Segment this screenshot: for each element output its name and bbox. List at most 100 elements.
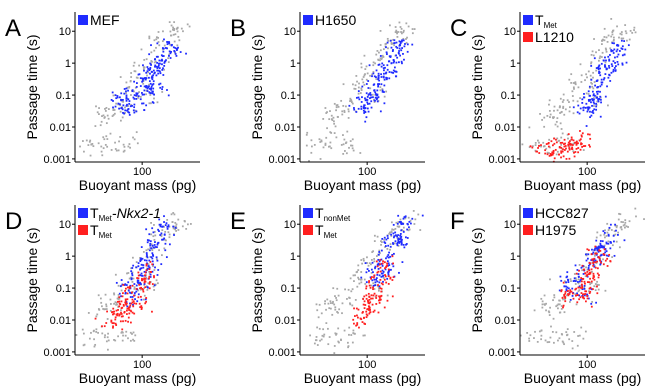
data-point: [378, 249, 381, 252]
y-tick-label: 10: [59, 26, 71, 38]
data-point: [167, 61, 170, 64]
data-point: [567, 133, 570, 136]
data-point: [583, 284, 586, 287]
data-point: [117, 298, 120, 300]
data-point: [155, 65, 158, 68]
data-point: [590, 81, 593, 84]
data-point: [399, 40, 402, 43]
data-point: [362, 298, 365, 300]
data-point: [608, 253, 611, 256]
data-point: [157, 36, 160, 39]
data-point: [398, 40, 401, 43]
data-point: [567, 293, 569, 295]
data-point: [365, 92, 368, 95]
data-point: [556, 109, 559, 112]
data-point: [366, 107, 369, 110]
data-point: [372, 288, 374, 291]
data-point: [372, 84, 375, 86]
data-point: [325, 322, 328, 325]
data-point: [153, 238, 156, 241]
x-axis-label: Buoyant mass (pg): [304, 177, 422, 193]
data-point: [400, 223, 403, 226]
data-point: [364, 68, 367, 70]
data-point: [397, 244, 400, 247]
data-point: [564, 296, 567, 298]
data-point: [363, 300, 366, 303]
data-point: [396, 32, 398, 35]
data-point: [156, 101, 159, 104]
data-point: [120, 279, 123, 281]
data-point: [375, 260, 378, 263]
data-point: [362, 303, 365, 306]
data-point: [107, 332, 109, 335]
data-point: [360, 318, 363, 321]
legend-text: MEF: [90, 12, 120, 28]
data-point: [101, 325, 103, 328]
data-point: [543, 125, 546, 128]
data-point: [604, 56, 606, 59]
data-point: [578, 294, 581, 297]
data-point: [150, 87, 153, 90]
data-point: [351, 147, 354, 150]
data-point: [162, 55, 165, 57]
data-point: [336, 104, 339, 106]
data-point: [375, 277, 378, 279]
data-point: [620, 221, 623, 223]
data-point: [158, 230, 160, 233]
data-point: [122, 98, 124, 101]
data-point: [322, 146, 325, 149]
data-point: [119, 119, 122, 122]
data-point: [391, 254, 394, 256]
data-point: [172, 225, 175, 228]
data-point: [146, 90, 149, 92]
data-point: [567, 289, 569, 292]
data-point: [561, 340, 564, 343]
data-point: [347, 117, 350, 119]
data-point: [310, 145, 313, 148]
data-point: [149, 273, 152, 276]
data-point: [142, 102, 145, 105]
data-point: [335, 106, 338, 109]
data-point: [131, 301, 134, 304]
data-point: [598, 247, 601, 250]
data-point: [156, 243, 159, 246]
data-point: [376, 273, 379, 276]
data-point: [135, 86, 138, 88]
data-point: [120, 311, 122, 314]
data-point: [596, 292, 599, 295]
data-point: [368, 307, 371, 310]
data-point: [338, 341, 340, 344]
data-point: [402, 31, 405, 34]
data-point: [378, 301, 381, 304]
data-point: [390, 43, 393, 45]
data-point: [329, 300, 332, 303]
data-point: [613, 254, 616, 257]
data-point: [594, 94, 596, 97]
data-point: [371, 303, 374, 306]
data-point: [126, 272, 128, 275]
data-point: [147, 265, 150, 267]
data-point: [346, 130, 349, 133]
data-point: [104, 334, 106, 337]
data-point: [352, 329, 355, 332]
data-point: [115, 149, 118, 152]
data-point: [143, 109, 146, 112]
data-point: [633, 26, 636, 29]
data-point: [573, 277, 576, 280]
data-point: [365, 316, 368, 319]
data-point: [593, 105, 595, 107]
data-point: [586, 295, 589, 297]
data-point: [125, 301, 128, 303]
data-point: [567, 287, 570, 290]
y-tick-label: 0.01: [50, 315, 71, 327]
data-point: [127, 281, 130, 284]
data-point: [596, 231, 599, 234]
data-point: [377, 72, 380, 75]
data-point: [373, 288, 376, 290]
data-point: [125, 92, 127, 94]
data-point: [131, 311, 134, 314]
data-point: [372, 64, 375, 67]
data-point: [377, 262, 380, 265]
y-tick-label: 0.001: [43, 347, 71, 359]
data-point: [172, 26, 174, 29]
